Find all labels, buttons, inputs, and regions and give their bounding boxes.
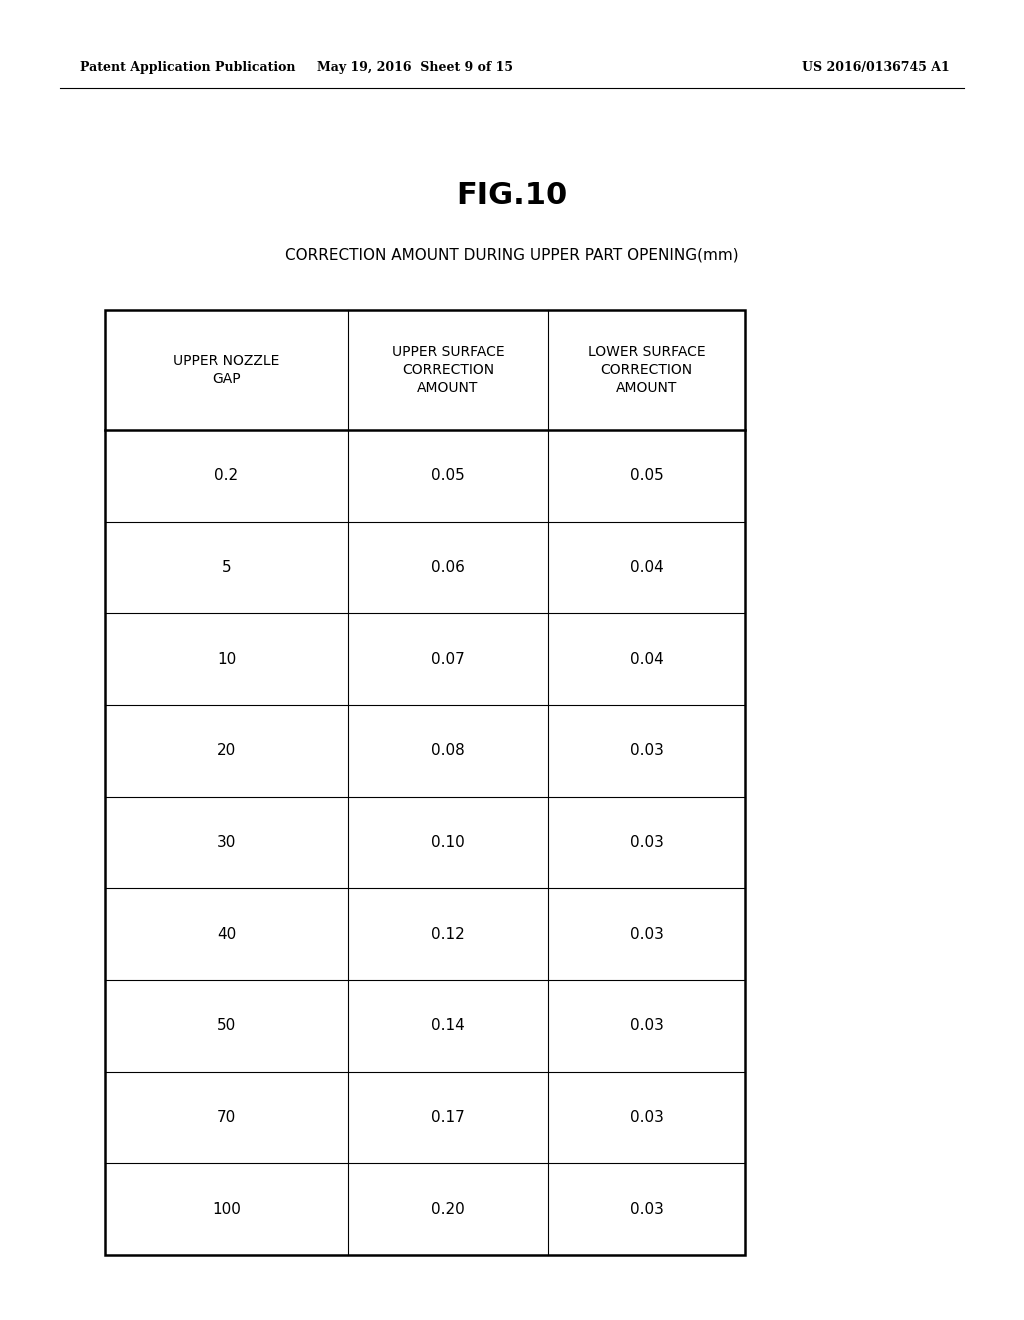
Text: 100: 100 (212, 1201, 241, 1217)
Text: 30: 30 (217, 836, 237, 850)
Text: 0.10: 0.10 (431, 836, 465, 850)
Text: 0.06: 0.06 (431, 560, 465, 576)
Text: 0.03: 0.03 (630, 1201, 664, 1217)
Text: 0.03: 0.03 (630, 927, 664, 941)
Text: 50: 50 (217, 1018, 237, 1034)
Text: 0.14: 0.14 (431, 1018, 465, 1034)
Text: UPPER SURFACE
CORRECTION
AMOUNT: UPPER SURFACE CORRECTION AMOUNT (392, 345, 504, 396)
Text: 40: 40 (217, 927, 237, 941)
Text: 0.03: 0.03 (630, 836, 664, 850)
Text: 20: 20 (217, 743, 237, 758)
Text: 0.08: 0.08 (431, 743, 465, 758)
Text: US 2016/0136745 A1: US 2016/0136745 A1 (802, 62, 950, 74)
Text: Patent Application Publication: Patent Application Publication (80, 62, 296, 74)
Text: 0.17: 0.17 (431, 1110, 465, 1125)
Text: 0.05: 0.05 (630, 469, 664, 483)
Text: 0.05: 0.05 (431, 469, 465, 483)
Text: 10: 10 (217, 652, 237, 667)
Text: 0.04: 0.04 (630, 560, 664, 576)
Text: CORRECTION AMOUNT DURING UPPER PART OPENING(mm): CORRECTION AMOUNT DURING UPPER PART OPEN… (286, 248, 738, 263)
Text: UPPER NOZZLE
GAP: UPPER NOZZLE GAP (173, 354, 280, 387)
Text: 0.03: 0.03 (630, 1018, 664, 1034)
Text: 0.20: 0.20 (431, 1201, 465, 1217)
Text: 5: 5 (221, 560, 231, 576)
Text: 0.03: 0.03 (630, 1110, 664, 1125)
Text: FIG.10: FIG.10 (457, 181, 567, 210)
Text: 0.04: 0.04 (630, 652, 664, 667)
Text: LOWER SURFACE
CORRECTION
AMOUNT: LOWER SURFACE CORRECTION AMOUNT (588, 345, 706, 396)
Bar (105, 310, 745, 1255)
Text: 0.2: 0.2 (214, 469, 239, 483)
Text: May 19, 2016  Sheet 9 of 15: May 19, 2016 Sheet 9 of 15 (317, 62, 513, 74)
Text: 0.07: 0.07 (431, 652, 465, 667)
Text: 70: 70 (217, 1110, 237, 1125)
Text: 0.03: 0.03 (630, 743, 664, 758)
Text: 0.12: 0.12 (431, 927, 465, 941)
